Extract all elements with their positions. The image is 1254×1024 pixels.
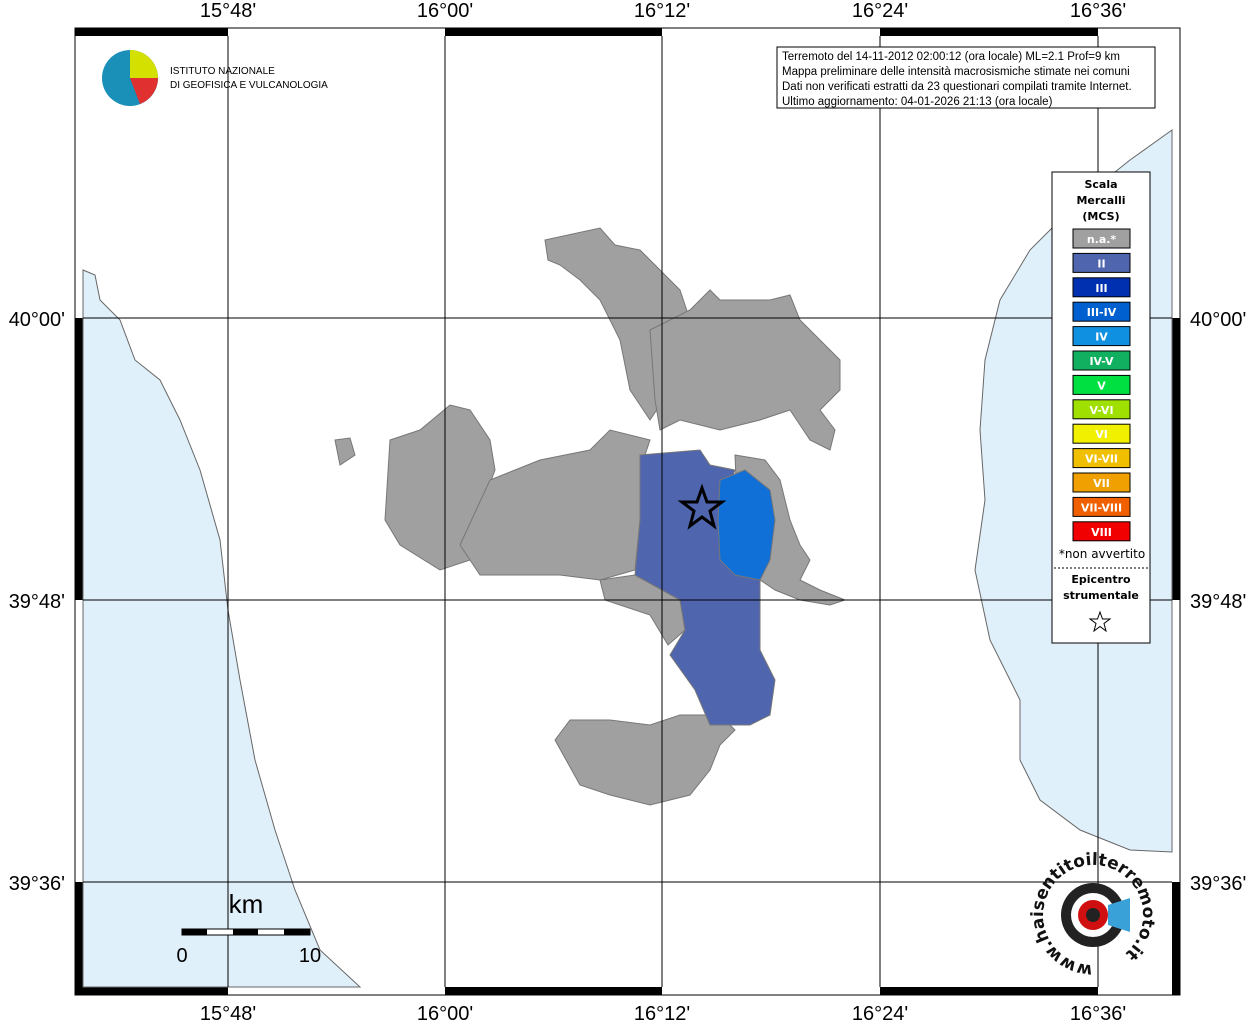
legend-label: VII — [1093, 477, 1110, 490]
legend-label: III — [1095, 282, 1107, 295]
legend-swatch — [1072, 496, 1131, 517]
legend-swatch — [1072, 448, 1131, 469]
frame-bar — [75, 318, 83, 600]
legend-swatch — [1072, 374, 1131, 395]
legend-swatch — [1072, 326, 1131, 347]
legend-label: II — [1097, 257, 1105, 270]
info-text: Terremoto del 14-11-2012 02:00:12 (ora l… — [782, 51, 1132, 108]
lon-label: 16°12' — [634, 1003, 690, 1024]
lon-label: 16°24' — [852, 0, 908, 22]
legend-epicenter: Epicentro — [1071, 573, 1131, 586]
frame-bar — [445, 987, 662, 995]
frame-bar — [75, 882, 83, 995]
legend-swatch — [1072, 252, 1131, 273]
legend-label: VIII — [1091, 526, 1112, 539]
frame-bar — [1172, 882, 1180, 995]
lat-label: 39°36' — [9, 873, 65, 895]
logo-text: DI GEOFISICA E VULCANOLOGIA — [170, 80, 328, 91]
logo-ring — [1086, 908, 1100, 922]
sea-west — [82, 269, 362, 988]
legend-swatch — [1072, 301, 1131, 322]
logo-text: ISTITUTO NAZIONALE — [170, 66, 275, 77]
frame-bar — [880, 28, 1098, 36]
legend-title: (MCS) — [1082, 210, 1119, 223]
municipality — [717, 469, 776, 581]
scale-bar-segment — [182, 929, 207, 935]
lon-label: 16°12' — [634, 0, 690, 22]
legend-swatch — [1072, 228, 1131, 249]
municipalities — [334, 227, 847, 806]
info-box — [776, 46, 1156, 109]
legend-label: V-VI — [1089, 404, 1113, 417]
epicenter-star — [677, 483, 727, 530]
legend-swatch — [1072, 423, 1131, 444]
scale-bar-segment — [233, 929, 258, 935]
graticule: 15°48' 15°48' 16°00' 16°00' 16°12' 16°12' 16°2… — [9, 0, 1247, 1024]
legend-swatch — [1072, 521, 1131, 542]
legend-label: III-IV — [1087, 306, 1117, 319]
legend-swatch — [1072, 277, 1131, 298]
legend-swatch — [1072, 350, 1131, 371]
ingv-logo: ISTITUTO NAZIONALE DI GEOFISICA E VULCAN… — [102, 50, 328, 106]
scale-bar: km 0 10 — [176, 889, 321, 967]
lon-label: 16°36' — [1070, 1003, 1126, 1024]
info-line: Terremoto del 14-11-2012 02:00:12 (ora l… — [782, 51, 1120, 63]
lat-label: 40°00' — [1190, 309, 1246, 331]
logo-wedge — [130, 50, 158, 78]
logo-wedge — [130, 78, 158, 104]
lon-label: 15°48' — [200, 0, 256, 22]
scale-bar-segment — [284, 929, 310, 935]
lat-label: 39°36' — [1190, 873, 1246, 895]
legend-star — [1088, 610, 1112, 633]
legend-label: IV — [1095, 331, 1108, 344]
legend-note: *non avvertito — [1059, 547, 1145, 561]
municipality — [334, 437, 356, 466]
info-line: Ultimo aggiornamento: 04-01-2026 21:13 (… — [782, 96, 1053, 108]
lon-label: 16°36' — [1070, 0, 1126, 22]
frame-bar — [445, 28, 662, 36]
scale-max: 10 — [299, 945, 321, 967]
frame-bar — [75, 28, 228, 36]
lat-label: 39°48' — [9, 591, 65, 613]
legend-swatch — [1072, 472, 1131, 493]
lat-label: 40°00' — [9, 309, 65, 331]
legend-label: n.a.* — [1087, 233, 1117, 246]
legend-swatch — [1072, 399, 1131, 420]
legend: ScalaMercalli(MCS)n.a.*IIIIIIII-IVIVIV-V… — [1054, 178, 1148, 633]
legend-label: VI-VII — [1085, 453, 1118, 466]
municipality — [554, 714, 736, 806]
frame-bar — [1172, 318, 1180, 600]
legend-title: Scala — [1084, 178, 1117, 191]
lon-label: 16°00' — [417, 1003, 473, 1024]
municipality — [649, 289, 841, 451]
frame-bar — [75, 987, 228, 995]
legend-label: VII-VIII — [1081, 501, 1122, 514]
scale-unit: km — [229, 889, 264, 919]
lon-label: 15°48' — [200, 1003, 256, 1024]
logo-megaphone — [1108, 898, 1130, 932]
legend-label: IV-V — [1089, 355, 1114, 368]
legend-epicenter: strumentale — [1063, 589, 1139, 602]
legend-label: VI — [1095, 428, 1108, 441]
legend-label: V — [1097, 379, 1106, 392]
lat-label: 39°48' — [1190, 591, 1246, 613]
info-line: Mappa preliminare delle intensità macros… — [782, 66, 1130, 78]
lon-label: 16°00' — [417, 0, 473, 22]
site-logo: www.haisentitoilterremoto.it — [1028, 850, 1158, 980]
frame-ticks — [75, 28, 1180, 995]
frame-bar — [880, 987, 1098, 995]
legend-title: Mercalli — [1076, 194, 1125, 207]
lon-label: 16°24' — [852, 1003, 908, 1024]
scale-min: 0 — [176, 945, 187, 967]
info-line: Dati non verificati estratti da 23 quest… — [782, 81, 1132, 93]
